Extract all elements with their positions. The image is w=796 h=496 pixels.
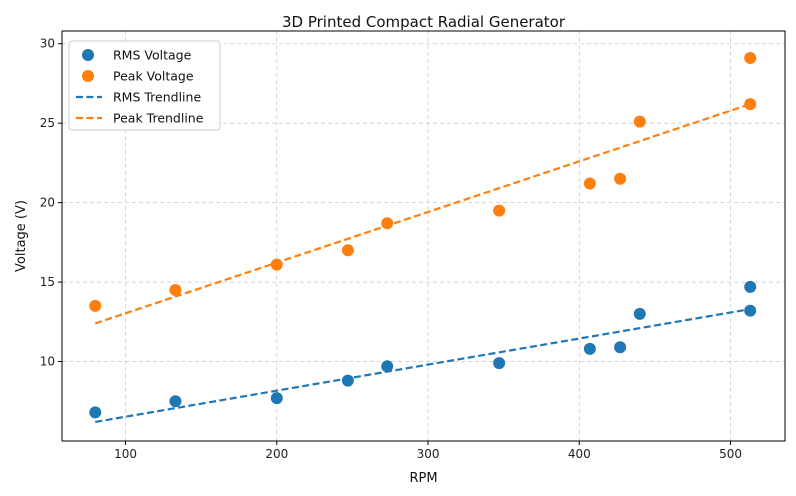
trendline-peak <box>94 103 751 325</box>
data-point-rms <box>89 406 102 419</box>
y-tick-label: 20 <box>40 196 55 210</box>
data-point-rms <box>493 357 506 370</box>
legend: RMS Voltage Peak Voltage RMS Trendline Peak… <box>68 40 221 131</box>
axis-ticks: 100 200 300 400 500 10 15 20 25 30 <box>40 37 742 461</box>
legend-label: RMS Trendline <box>113 90 201 105</box>
x-tick-label: 400 <box>568 447 591 461</box>
data-point-rms <box>633 307 646 320</box>
data-point-rms <box>583 342 596 355</box>
data-point-rms <box>169 395 182 408</box>
data-point-peak <box>270 258 283 271</box>
legend-label: Peak Trendline <box>113 111 204 126</box>
data-point-rms <box>381 360 394 373</box>
legend-label: RMS Voltage <box>113 48 192 63</box>
data-point-peak <box>89 299 102 312</box>
plot-series <box>89 52 757 424</box>
x-tick-label: 300 <box>417 447 440 461</box>
y-tick-label: 25 <box>40 116 55 130</box>
x-tick-label: 200 <box>265 447 288 461</box>
data-point-rms <box>270 392 283 405</box>
y-axis-label: Voltage (V) <box>14 200 29 272</box>
y-tick-label: 15 <box>40 275 55 289</box>
data-point-peak <box>169 284 182 297</box>
plot-frame <box>61 30 786 442</box>
data-point-peak <box>381 217 394 230</box>
trendline-rms <box>95 308 751 424</box>
data-point-rms <box>744 304 757 317</box>
legend-marker <box>82 70 94 82</box>
data-point-peak <box>583 177 596 190</box>
y-tick-label: 30 <box>40 37 55 51</box>
data-point-peak <box>633 115 646 128</box>
legend-label: Peak Voltage <box>113 69 194 84</box>
data-point-peak <box>744 98 757 111</box>
data-point-peak <box>493 204 506 217</box>
data-point-rms <box>614 341 627 354</box>
legend-marker <box>82 49 94 61</box>
data-point-peak <box>341 244 354 257</box>
data-point-rms <box>744 280 757 293</box>
x-tick-label: 100 <box>114 447 137 461</box>
chart-title: 3D Printed Compact Radial Generator <box>282 13 566 31</box>
data-point-peak <box>744 52 757 65</box>
data-point-rms <box>341 374 354 387</box>
x-tick-label: 500 <box>719 447 742 461</box>
legend-box <box>68 40 221 131</box>
y-tick-label: 10 <box>40 355 55 369</box>
data-point-peak <box>614 172 627 185</box>
x-axis-label: RPM <box>409 471 437 486</box>
